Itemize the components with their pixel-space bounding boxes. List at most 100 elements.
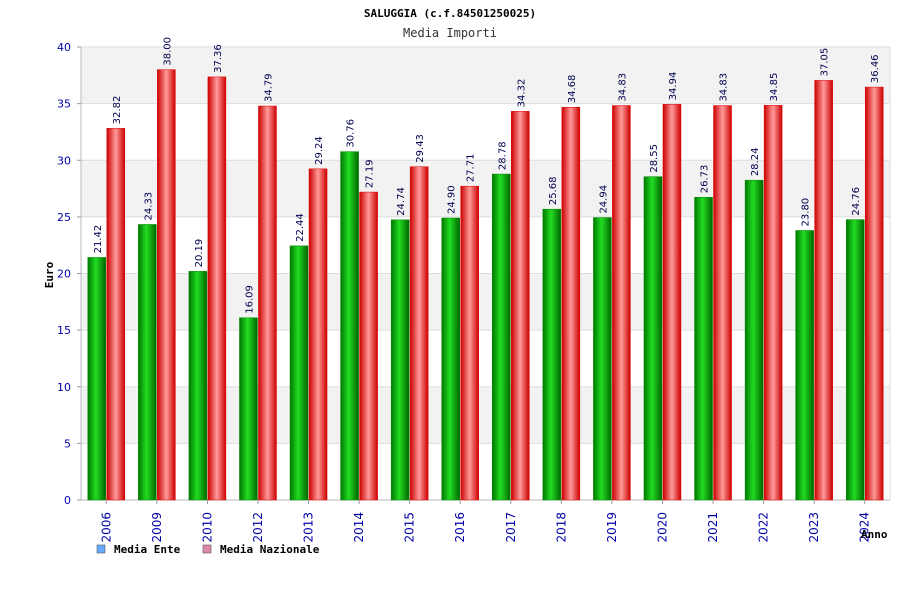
bar-media-ente (492, 173, 511, 501)
x-axis-ticks: 2006 2009 2010 2012 2013 2014 2015 2016 2017 2018… (99, 500, 872, 543)
y-axis-ticks: 0 5 10 15 20 25 30 35 40 (57, 41, 81, 507)
y-tick-label: 35 (57, 98, 71, 111)
bar-media-nazionale (864, 86, 884, 501)
y-tick-label: 15 (57, 324, 71, 337)
x-tick-label: 2018 (554, 512, 568, 543)
y-tick-label: 25 (57, 211, 71, 224)
data-label: 28.55 (649, 144, 660, 173)
data-label: 22.44 (295, 213, 306, 242)
x-tick-label: 2012 (251, 512, 265, 543)
bar-media-nazionale (258, 105, 277, 501)
y-tick-label: 40 (57, 41, 71, 54)
data-label: 24.94 (598, 185, 609, 214)
bar-media-nazionale (662, 104, 682, 501)
bar-media-ente (744, 179, 764, 501)
y-tick-label: 20 (57, 268, 71, 281)
bar-media-nazionale (359, 191, 378, 501)
data-labels: 21.42 32.82 24.33 38.00 20.19 37.36 16.09 34.79… (93, 37, 881, 314)
x-tick-label: 2013 (302, 512, 316, 543)
data-label: 28.24 (750, 148, 761, 177)
bar-media-nazionale (460, 185, 479, 501)
data-label: 27.71 (466, 154, 477, 183)
bar-media-ente (795, 230, 814, 501)
data-label: 23.80 (801, 198, 812, 227)
data-label: 37.36 (213, 44, 224, 73)
legend-label: Media Ente (114, 543, 181, 556)
data-label: 26.73 (700, 165, 711, 194)
y-tick-label: 30 (57, 154, 71, 167)
x-tick-label: 2015 (403, 512, 417, 543)
bar-media-nazionale (207, 76, 227, 501)
bar-media-nazionale (409, 166, 429, 501)
data-label: 24.90 (447, 185, 458, 214)
data-label: 21.42 (93, 225, 104, 254)
y-tick-label: 10 (57, 381, 71, 394)
data-label: 24.33 (143, 192, 154, 221)
legend-swatch (202, 544, 212, 554)
data-label: 34.83 (719, 73, 730, 102)
data-label: 36.46 (870, 54, 881, 83)
data-label: 32.82 (112, 96, 123, 125)
data-label: 34.94 (668, 72, 679, 101)
bar-media-nazionale (612, 105, 631, 501)
x-tick-label: 2016 (453, 512, 467, 543)
x-tick-label: 2021 (706, 512, 720, 543)
y-axis-label: Euro (43, 261, 56, 288)
bar-media-nazionale (511, 111, 530, 501)
data-label: 38.00 (162, 37, 173, 66)
bar-media-ente (542, 208, 562, 501)
data-label: 37.05 (820, 48, 831, 77)
bar-media-nazionale (157, 69, 176, 501)
data-label: 16.09 (244, 285, 255, 314)
x-tick-label: 2019 (605, 512, 619, 543)
x-tick-label: 2010 (200, 512, 214, 543)
data-label: 27.19 (365, 159, 376, 188)
x-axis-label: Anno (861, 528, 888, 541)
bar-media-nazionale (814, 80, 833, 501)
y-tick-label: 0 (64, 494, 71, 507)
bar-media-ente (390, 219, 410, 501)
data-label: 34.85 (769, 73, 780, 102)
x-tick-label: 2022 (757, 512, 771, 543)
data-label: 28.78 (497, 141, 508, 170)
data-label: 34.83 (617, 73, 628, 102)
bar-media-ente (340, 151, 359, 501)
data-label: 30.76 (346, 119, 357, 148)
data-label: 24.76 (851, 187, 862, 216)
x-tick-label: 2014 (352, 512, 366, 543)
bar-media-nazionale (713, 105, 732, 501)
bar-media-nazionale (561, 106, 581, 501)
bar-media-ente (643, 176, 663, 501)
bar-media-nazionale (106, 128, 126, 501)
x-tick-label: 2024 (858, 512, 872, 543)
legend-swatch (96, 544, 106, 554)
bar-media-nazionale (308, 168, 328, 501)
x-tick-label: 2009 (150, 512, 164, 543)
x-tick-label: 2006 (99, 512, 113, 543)
data-label: 34.68 (567, 75, 578, 104)
x-tick-label: 2017 (504, 512, 518, 543)
bar-media-ente (239, 317, 258, 501)
bar-media-ente (87, 257, 107, 501)
bar-media-ente (188, 271, 208, 501)
data-label: 25.68 (548, 177, 559, 206)
data-label: 24.74 (396, 187, 407, 216)
legend-label: Media Nazionale (220, 543, 320, 556)
bars (87, 69, 884, 501)
y-tick-label: 5 (64, 437, 71, 450)
bar-media-ente (845, 219, 865, 501)
chart-title: SALUGGIA (c.f.84501250025) (364, 7, 536, 20)
data-label: 29.43 (415, 134, 426, 163)
data-label: 34.79 (263, 73, 274, 102)
data-label: 29.24 (314, 136, 325, 165)
bar-media-ente (289, 245, 309, 501)
x-tick-label: 2023 (807, 512, 821, 543)
bar-media-ente (593, 217, 612, 501)
legend: Media Ente Media Nazionale (96, 543, 320, 556)
data-label: 20.19 (194, 239, 205, 268)
x-tick-label: 2020 (655, 512, 669, 543)
chart-subtitle: Media Importi (403, 26, 497, 40)
bar-media-ente (138, 224, 157, 501)
bar-media-nazionale (763, 105, 783, 501)
